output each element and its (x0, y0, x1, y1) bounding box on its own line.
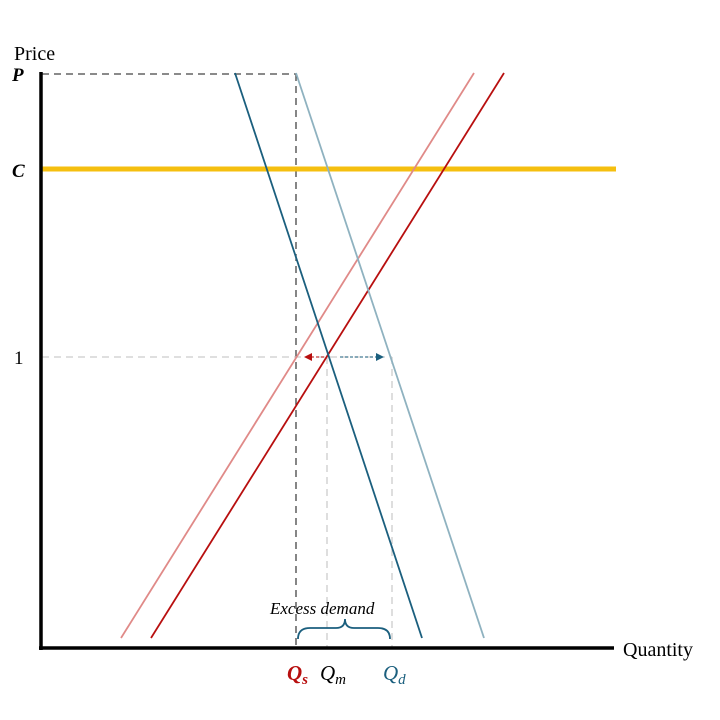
demand-curve (234, 72, 423, 639)
tick-c-label: C (12, 161, 25, 182)
y-axis-label: Price (14, 43, 55, 65)
supply-curve-shifted (120, 72, 475, 639)
x-axis-label: Quantity (623, 639, 693, 661)
demand-curve-shifted (295, 72, 485, 639)
tick-1-label: 1 (14, 348, 24, 369)
excess-demand-label: Excess demand (269, 599, 375, 618)
qs-label: Qs (287, 661, 308, 688)
qd-label: Qd (383, 661, 406, 688)
qm-label: Qm (320, 661, 346, 688)
tick-p-label: P (11, 65, 24, 86)
supply-curve (150, 72, 505, 639)
excess-demand-brace (297, 618, 391, 640)
